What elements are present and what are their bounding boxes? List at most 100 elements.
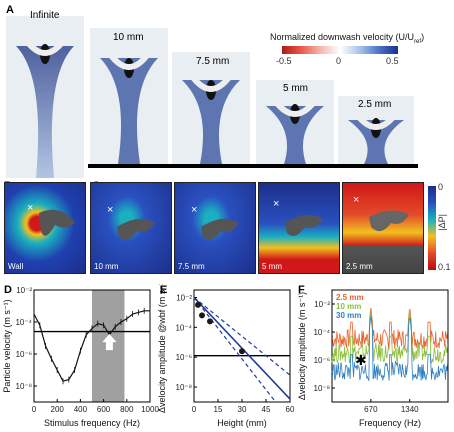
chart-e-point bbox=[199, 312, 205, 319]
chart-f-legend-1: 2.5 mm bbox=[336, 293, 364, 302]
flow-label-5mm: 5 mm bbox=[283, 83, 308, 94]
chart-d-xtick-label: 200 bbox=[51, 405, 65, 414]
pressure-cb-tick-0: 0 bbox=[438, 182, 444, 192]
flow-field-infinite bbox=[16, 38, 74, 178]
pressure-colorbar bbox=[428, 186, 436, 270]
chart-e-ytick-label: 10⁻⁶ bbox=[176, 353, 192, 362]
chart-d-ytick-label: 10⁻² bbox=[16, 286, 32, 295]
chart-e-frame bbox=[193, 289, 291, 403]
flow-label-7-5mm: 7.5 mm bbox=[196, 56, 230, 67]
colorbar-tick-zero: 0 bbox=[336, 56, 342, 66]
chart-e-point bbox=[195, 301, 201, 308]
chart-d-arrow bbox=[102, 333, 117, 351]
panel-d-letter: D bbox=[4, 284, 12, 296]
marker-x-10mm: × bbox=[107, 204, 113, 216]
pressure-map-7-5mm: × 7.5 mm bbox=[174, 182, 256, 274]
flow-field-5mm bbox=[266, 100, 324, 164]
heat-label-7-5mm: 7.5 mm bbox=[178, 262, 205, 271]
chart-f-series-1 bbox=[331, 312, 448, 365]
chart-e-xtick-label: 60 bbox=[286, 405, 295, 414]
chart-e-fit-upper bbox=[193, 297, 291, 376]
chart-e-xtick-label: 0 bbox=[192, 405, 197, 414]
chart-d: 10⁻² 10⁻⁴ 10⁻⁶ 10⁻⁸ 0 200 400 600 800 1000 Stimu… bbox=[2, 286, 159, 428]
marker-x-5mm: × bbox=[273, 198, 279, 210]
flow-field-10mm bbox=[100, 52, 158, 164]
chart-e-xlabel: Height (mm) bbox=[217, 418, 267, 428]
chart-e: 10⁻² 10⁻⁴ 10⁻⁶ 10⁻⁸ 0 15 30 45 60 Height (mm) Δ… bbox=[157, 284, 295, 428]
flow-label-2-5mm: 2.5 mm bbox=[358, 99, 392, 110]
chart-f-ytick-label: 10⁻⁴ bbox=[313, 328, 330, 337]
insect-silhouette-7-5mm: × bbox=[191, 204, 239, 240]
heat-label-5mm: 5 mm bbox=[262, 262, 282, 271]
chart-e-ytick-label: 10⁻² bbox=[176, 293, 192, 302]
chart-d-xtick-label: 600 bbox=[97, 405, 111, 414]
insect-silhouette-10mm: × bbox=[107, 204, 155, 240]
chart-d-frame bbox=[33, 289, 151, 403]
flow-panel-2-5mm bbox=[338, 96, 414, 164]
insect-silhouette-5mm: × bbox=[273, 198, 323, 236]
heat-label-wall: Wall bbox=[8, 262, 24, 271]
panel-e-letter: E bbox=[160, 284, 168, 296]
chart-f-ylabel: Δvelocity amplitude (m s⁻¹) bbox=[297, 292, 307, 400]
chart-d-xlabel: Stimulus frequency (Hz) bbox=[44, 418, 140, 428]
colorbar-title: Normalized downwash velocity (U/Uref) bbox=[270, 32, 424, 45]
flow-panel-infinite bbox=[6, 16, 84, 178]
flow-field-2-5mm bbox=[348, 113, 404, 164]
pressure-map-2-5mm: × 2.5 mm bbox=[342, 182, 424, 274]
flow-label-10mm: 10 mm bbox=[113, 32, 144, 43]
pressure-cb-tick-1: 0.1 bbox=[438, 262, 451, 272]
chart-f-ytick-label: 10⁻⁸ bbox=[314, 384, 331, 393]
colorbar-tick-neg: -0.5 bbox=[276, 56, 292, 66]
chart-f-xtick-label: 670 bbox=[364, 405, 378, 414]
chart-f-ytick-label: 10⁻⁶ bbox=[314, 356, 330, 365]
chart-f: 10⁻²10⁻⁴10⁻⁶10⁻⁸ 670 1340 ✱ 2.5 mm 10 mm … bbox=[297, 289, 449, 428]
chart-f-ytick-label: 10⁻² bbox=[314, 300, 330, 309]
pressure-map-5mm: × 5 mm bbox=[258, 182, 340, 274]
flow-panel-10mm bbox=[90, 28, 168, 164]
chart-d-xtick-label: 0 bbox=[32, 405, 37, 414]
chart-d-ytick-label: 10⁻⁶ bbox=[16, 350, 32, 359]
colorbar-tick-pos: 0.5 bbox=[386, 56, 399, 66]
wall-bar bbox=[88, 164, 418, 168]
panel-a-letter: A bbox=[6, 4, 14, 16]
chart-e-xtick-label: 30 bbox=[238, 405, 247, 414]
colorbar-title-sub: ref bbox=[414, 38, 422, 45]
chart-e-xtick-label: 45 bbox=[262, 405, 271, 414]
flow-label-infinite: Infinite bbox=[30, 10, 60, 21]
flow-panel-7-5mm bbox=[172, 52, 250, 164]
chart-f-series-2 bbox=[331, 316, 448, 382]
chart-e-point bbox=[207, 318, 213, 325]
colorbar-title-end: ) bbox=[421, 32, 425, 42]
chart-f-frame bbox=[331, 289, 449, 403]
chart-d-arrow-shape bbox=[102, 333, 117, 351]
chart-d-ytick-label: 10⁻⁸ bbox=[16, 382, 33, 391]
insect-silhouette-2-5mm: × bbox=[353, 194, 409, 232]
marker-x-wall: × bbox=[27, 202, 33, 214]
chart-d-xtick-label: 1000 bbox=[141, 405, 159, 414]
chart-e-ytick-label: 10⁻⁸ bbox=[176, 383, 193, 392]
marker-x-2-5mm: × bbox=[353, 194, 359, 206]
chart-e-xtick-label: 15 bbox=[214, 405, 223, 414]
chart-f-series-0 bbox=[331, 307, 448, 349]
flow-panel-5mm bbox=[256, 80, 334, 164]
chart-d-ytick-label: 10⁻⁴ bbox=[15, 318, 32, 327]
pressure-cb-label: |ΔP| bbox=[437, 214, 447, 231]
colorbar-title-main: Normalized downwash velocity (U/U bbox=[270, 32, 415, 42]
chart-f-legend-3: 30 mm bbox=[336, 311, 361, 320]
heat-label-10mm: 10 mm bbox=[94, 262, 119, 271]
pressure-map-wall: × Wall bbox=[4, 182, 86, 274]
chart-d-xtick-label: 800 bbox=[120, 405, 134, 414]
chart-d-ylabel: Particle velocity (m s⁻¹) bbox=[2, 299, 12, 392]
chart-f-xlabel: Frequency (Hz) bbox=[359, 418, 421, 428]
chart-d-xtick-label: 400 bbox=[74, 405, 88, 414]
flow-field-7-5mm bbox=[182, 74, 240, 164]
chart-f-xtick-label: 1340 bbox=[401, 405, 419, 414]
marker-x-7-5mm: × bbox=[191, 204, 197, 216]
panel-f-letter: F bbox=[298, 284, 305, 296]
chart-f-marker: ✱ bbox=[355, 352, 367, 368]
chart-e-ylabel: Δvelocity amplitude @wbf (m s⁻¹) bbox=[157, 284, 167, 413]
heat-label-2-5mm: 2.5 mm bbox=[346, 262, 373, 271]
chart-f-legend-2: 10 mm bbox=[336, 302, 361, 311]
pressure-map-10mm: × 10 mm bbox=[90, 182, 172, 274]
downwash-colorbar bbox=[282, 46, 398, 54]
